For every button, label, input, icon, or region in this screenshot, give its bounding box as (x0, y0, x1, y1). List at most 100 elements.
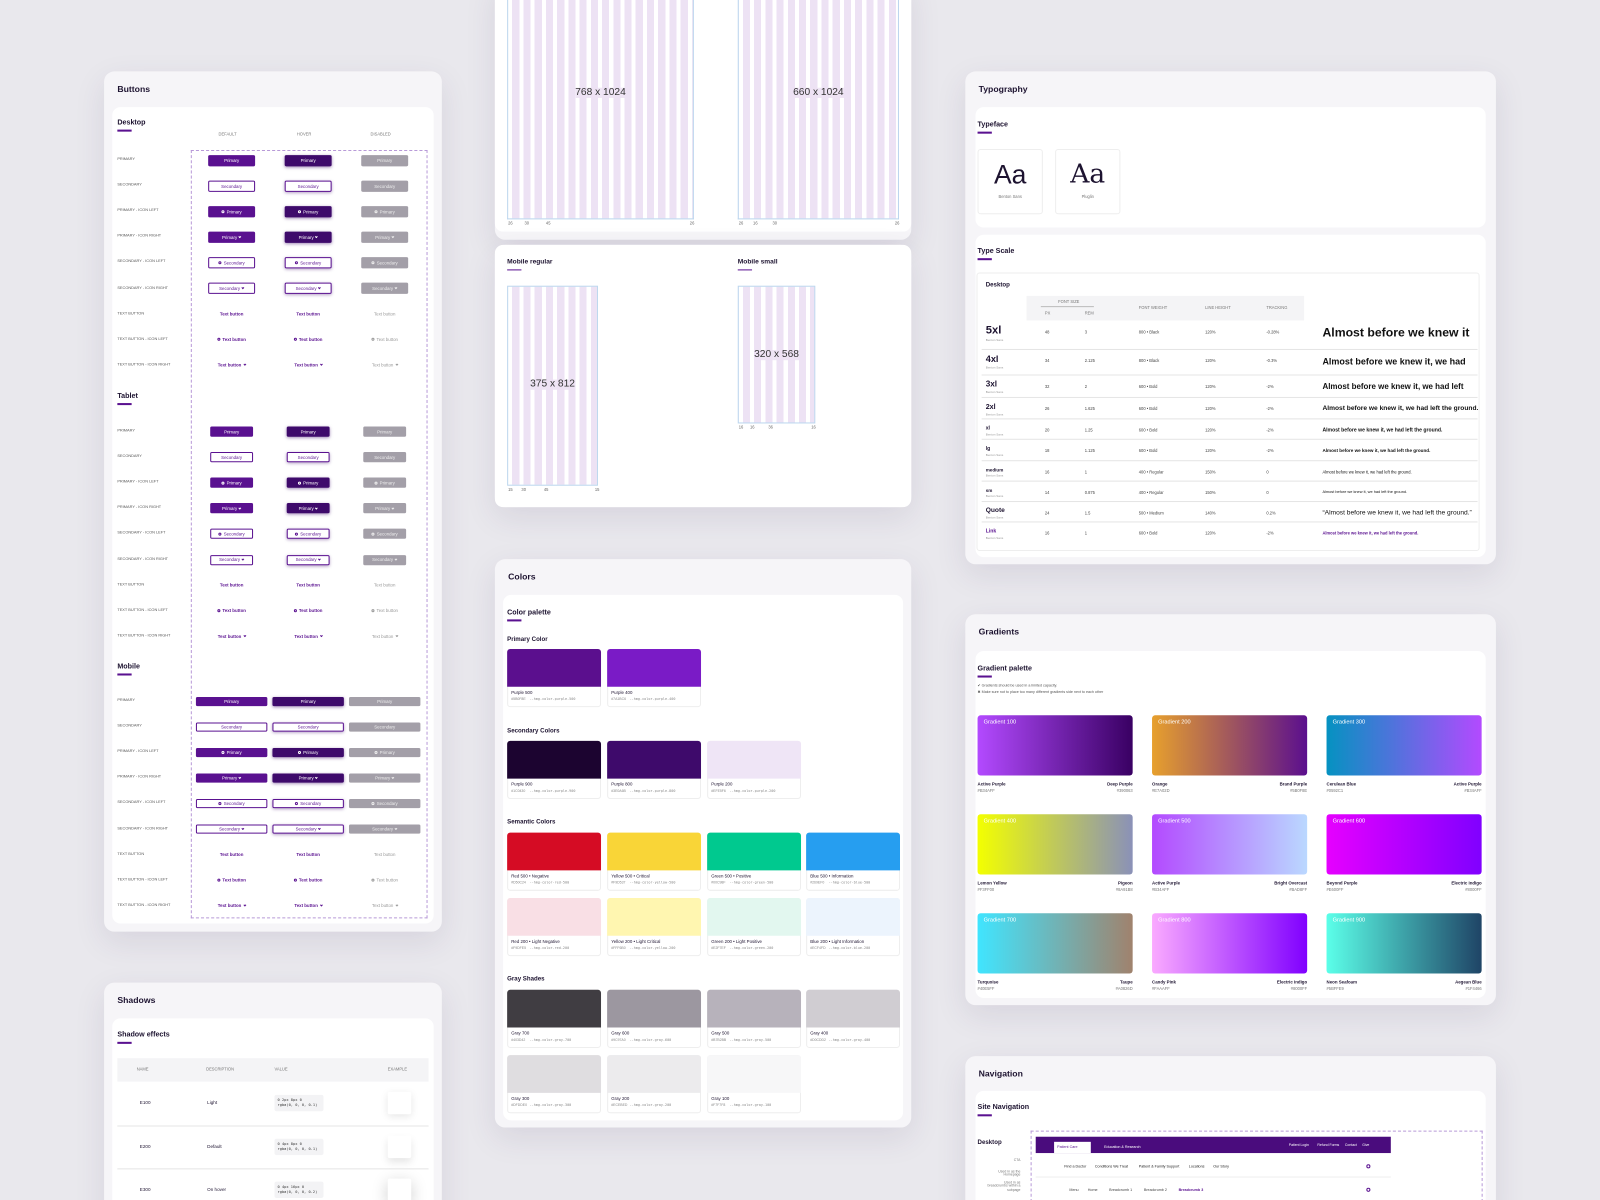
button: Secondary (363, 554, 407, 565)
margin-label: 16 (753, 220, 758, 226)
column-header: LINE HEIGHT (1205, 305, 1231, 311)
button-label: Primary (298, 775, 314, 781)
section-title: Tablet (117, 392, 138, 400)
type-sample: Almost before we knew it, we had (1322, 355, 1466, 366)
nav-note: Used in as the Homepage (998, 1169, 1021, 1177)
button: Secondary (348, 798, 421, 809)
swatch-token: --hmg-color-green-200 (729, 945, 774, 950)
swatch-name: Gray 600 (611, 1030, 630, 1036)
button: Secondary (208, 180, 256, 192)
button: Primary (272, 773, 344, 783)
type-sample: Almost before we knew it, we had left th… (1322, 469, 1412, 475)
swatch-token: --hmg-color-gray-400 (828, 1037, 871, 1042)
typeface-name: Benton Sans (998, 193, 1022, 199)
swatch (607, 740, 702, 779)
swatch (507, 1055, 602, 1093)
button: Text button (272, 850, 343, 859)
icon (395, 363, 398, 367)
gradient-start-name: Turquoise (977, 979, 999, 985)
type-name: xl (985, 424, 990, 432)
button: Text button (208, 334, 255, 345)
title-underline (977, 675, 992, 678)
button-label: Text button (296, 582, 320, 588)
gradient-swatch (977, 913, 1133, 974)
type-cell: 0 (1266, 469, 1269, 475)
icon (241, 286, 245, 290)
type-sample: Almost before we knew it, we had left th… (1322, 404, 1479, 412)
button: Primary (361, 154, 409, 166)
table-header (117, 1058, 429, 1082)
button: Primary (210, 426, 254, 437)
icon (395, 634, 398, 638)
icon (371, 878, 375, 882)
title-underline (977, 258, 992, 260)
swatch-name: Blue 500 • Information (810, 873, 854, 879)
type-name: 2xl (985, 403, 996, 411)
nav-top-link: Patient Login (1288, 1142, 1309, 1147)
row-divider (981, 418, 1478, 420)
button-label: Secondary (372, 557, 394, 563)
type-cell: 2 (1084, 383, 1087, 389)
margin-label: 30 (521, 486, 526, 492)
button: Text button (196, 876, 267, 885)
gradient-end-hex: #5B0F8E (1290, 787, 1308, 793)
row-label: SECONDARY - ICON LEFT (117, 800, 166, 805)
nav-tab: Patient Care (1057, 1144, 1078, 1149)
button-label: Secondary (300, 531, 322, 537)
swatch (507, 897, 602, 936)
swatch-hex: #F9D537 (611, 880, 626, 885)
button: Secondary (284, 257, 332, 269)
nav-menu-item: Conditions We Treat (1094, 1164, 1129, 1169)
gradient-swatch (1326, 814, 1482, 875)
swatch-hex: #EFE5F6 (711, 788, 726, 793)
button-label: Text button (373, 311, 396, 317)
button: Text button (272, 901, 343, 910)
button: Primary (208, 154, 256, 166)
row-label: SECONDARY (117, 182, 142, 187)
row-label: TEXT BUTTON - ICON RIGHT (117, 902, 171, 907)
panel-title: Shadows (117, 994, 156, 1006)
swatch (607, 897, 702, 936)
title-underline (507, 268, 522, 271)
nav-tab: Education & Research (1104, 1144, 1141, 1149)
value-box (274, 1181, 324, 1198)
table-subtitle: Desktop (985, 282, 1010, 289)
type-cell: 0.2% (1266, 510, 1276, 516)
gradient-swatch (1152, 814, 1308, 875)
icon (315, 235, 319, 238)
layout-size: 660 x 1024 (793, 86, 844, 98)
nav-outline (1030, 1130, 1483, 1200)
type-name: 3xl (985, 379, 998, 389)
type-cell: 14 (1044, 489, 1050, 495)
type-font: Benton Sans (985, 389, 1004, 394)
button-label: Primary (379, 749, 395, 755)
gradient-start-name: Cerulean Blue (1326, 781, 1357, 787)
section-title: Mobile (117, 663, 140, 671)
button-label: Primary (379, 208, 395, 214)
icon (315, 775, 319, 779)
gradient-swatch (1152, 913, 1308, 974)
icon (391, 775, 395, 779)
gradient-name: Gradient 200 (1158, 719, 1191, 726)
section-title: Mobile regular (507, 258, 553, 266)
button-label: Primary (224, 429, 240, 435)
button: Text button (210, 580, 253, 590)
margin-label: 45 (545, 220, 551, 226)
button: Text button (349, 876, 420, 885)
button: Primary (195, 747, 268, 757)
nav-top-link: Give (1362, 1142, 1370, 1147)
type-name: Quote (985, 506, 1005, 515)
row-divider (981, 460, 1478, 461)
type-font: Benton Sans (985, 337, 1004, 342)
shadow-example (387, 1135, 412, 1158)
swatch-token: --hmg-color-yellow-200 (629, 945, 676, 950)
swatch-hex: #DFDDE0 (511, 1103, 527, 1108)
button-label: Text button (298, 608, 323, 614)
swatch-hex: #ECEBED (611, 1103, 628, 1108)
group-title: Primary Color (507, 636, 548, 643)
shadow-description: On hover (207, 1186, 227, 1192)
type-cell: 600 • Bold (1138, 427, 1158, 433)
layout-size: 768 x 1024 (575, 86, 626, 98)
button: Primary (363, 426, 407, 437)
